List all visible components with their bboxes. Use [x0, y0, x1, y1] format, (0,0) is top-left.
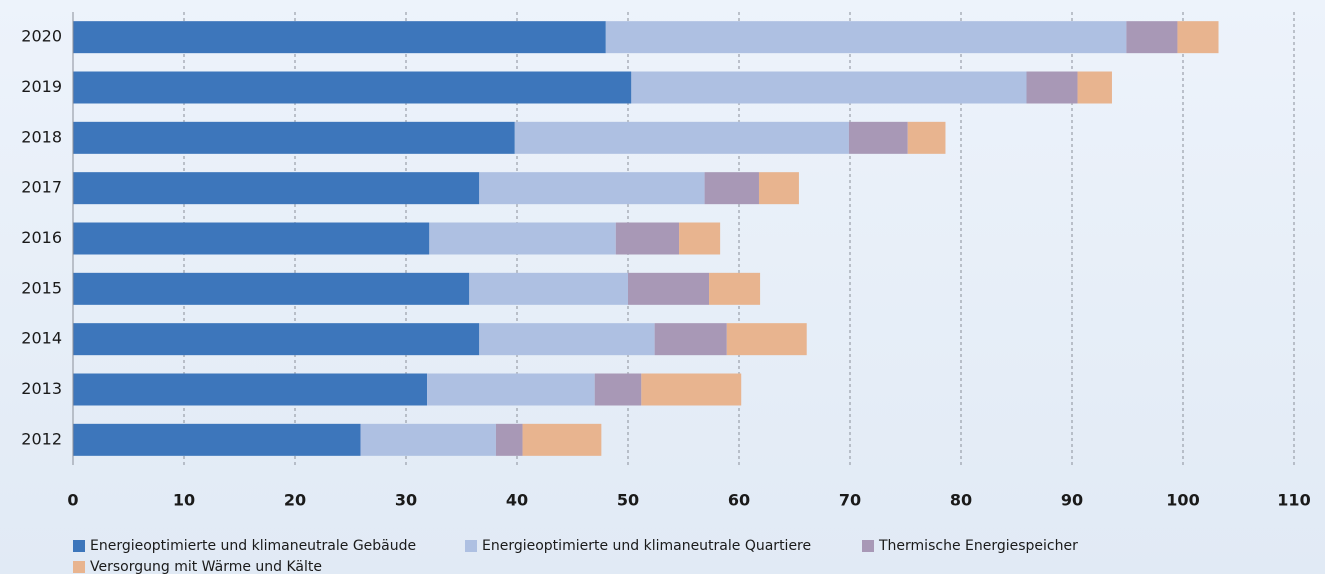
y-tick-label: 2012 — [21, 429, 62, 448]
bar-segment — [1026, 71, 1078, 104]
bar-segment — [73, 222, 430, 255]
bar-segment — [522, 423, 602, 456]
bar-segment — [1177, 21, 1219, 54]
y-tick-label: 2015 — [21, 278, 62, 297]
legend-label: Versorgung mit Wärme und Kälte — [90, 559, 322, 574]
x-tick-label: 90 — [1061, 491, 1083, 510]
x-tick-label: 70 — [839, 491, 861, 510]
bar-segment — [73, 71, 632, 104]
bar-segment — [758, 172, 799, 205]
y-tick-label: 2016 — [21, 228, 62, 247]
bar-segment — [73, 373, 428, 406]
bar-segment — [469, 272, 628, 305]
x-tick-label: 20 — [284, 491, 306, 510]
bar-segment — [679, 222, 721, 255]
bar-segment — [709, 272, 761, 305]
bar-segment — [73, 21, 606, 54]
bar-segment — [73, 323, 480, 356]
bar-segment — [615, 222, 680, 255]
bar-segment — [654, 323, 727, 356]
bar-segment — [429, 222, 616, 255]
y-tick-label: 2018 — [21, 127, 62, 146]
y-tick-label: 2019 — [21, 77, 62, 96]
y-tick-label: 2014 — [21, 329, 62, 348]
bar-segment — [427, 373, 595, 406]
bar-segment — [1077, 71, 1112, 104]
y-tick-label: 2020 — [21, 27, 62, 46]
legend-swatch — [73, 540, 85, 552]
bar-segment — [73, 423, 361, 456]
bar-segment — [641, 373, 742, 406]
bar-segment — [495, 423, 523, 456]
legend-swatch — [73, 561, 85, 573]
bar-segment — [360, 423, 496, 456]
x-tick-label: 50 — [617, 491, 639, 510]
bar-segment — [726, 323, 807, 356]
y-tick-label: 2017 — [21, 178, 62, 197]
legend-label: Thermische Energiespeicher — [878, 538, 1078, 554]
y-tick-label: 2013 — [21, 379, 62, 398]
bar-segment — [1126, 21, 1178, 54]
legend-label: Energieoptimierte und klimaneutrale Quar… — [482, 538, 811, 554]
bar-segment — [73, 172, 480, 205]
x-tick-label: 100 — [1166, 491, 1199, 510]
x-tick-label: 80 — [950, 491, 972, 510]
bar-segment — [73, 272, 470, 305]
bar-segment — [594, 373, 642, 406]
bar-segment — [704, 172, 759, 205]
bar-segment — [848, 121, 908, 154]
x-tick-label: 30 — [395, 491, 417, 510]
x-tick-label: 10 — [173, 491, 195, 510]
bar-segment — [479, 323, 655, 356]
bar-segment — [628, 272, 710, 305]
legend-swatch — [862, 540, 874, 552]
bar-segment — [479, 172, 705, 205]
x-tick-label: 110 — [1277, 491, 1310, 510]
bar-segment — [631, 71, 1027, 104]
bar-segment — [605, 21, 1127, 54]
legend-swatch — [465, 540, 477, 552]
bar-segment — [514, 121, 849, 154]
x-tick-label: 0 — [67, 491, 78, 510]
x-tick-label: 40 — [506, 491, 528, 510]
bar-segment — [907, 121, 946, 154]
bar-segment — [73, 121, 515, 154]
x-tick-label: 60 — [728, 491, 750, 510]
legend-label: Energieoptimierte und klimaneutrale Gebä… — [90, 538, 416, 554]
